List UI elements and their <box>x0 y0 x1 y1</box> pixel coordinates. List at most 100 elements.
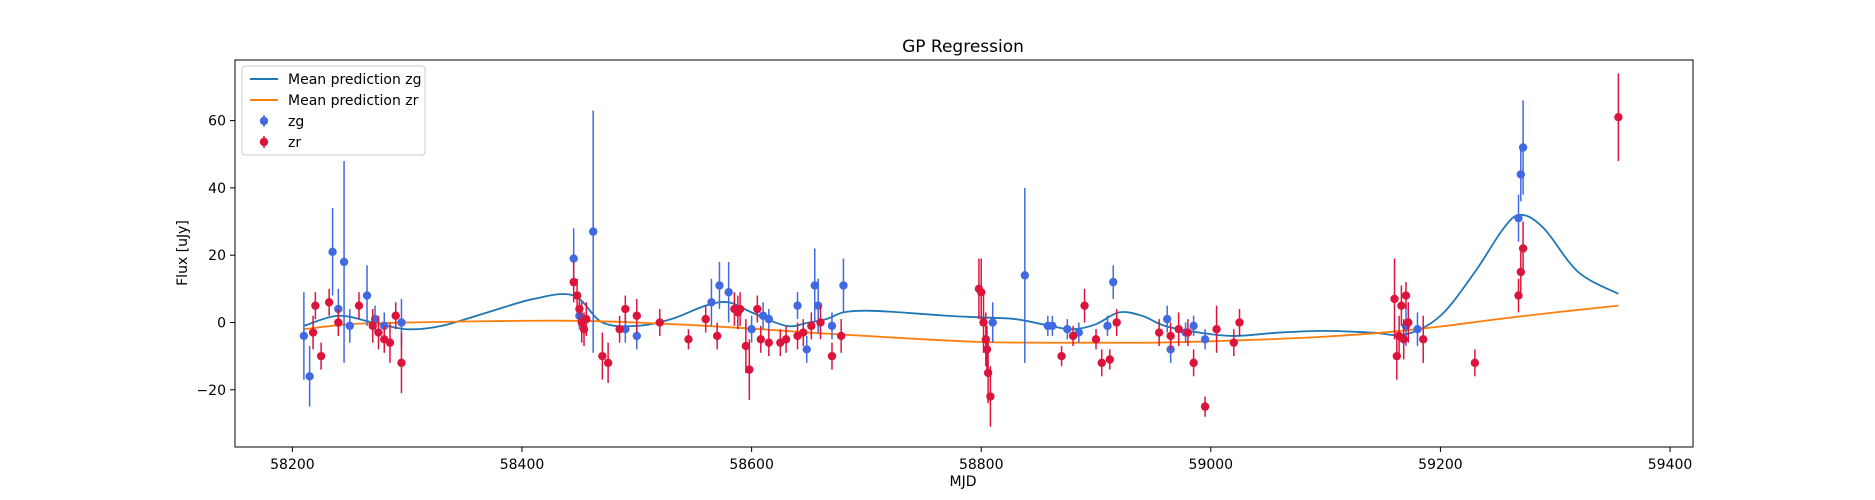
marker <box>735 304 745 314</box>
data-point-zr <box>311 292 320 320</box>
y-tick-label: 40 <box>208 181 226 197</box>
marker <box>397 358 406 368</box>
marker <box>1163 314 1172 324</box>
marker <box>988 318 997 327</box>
data-point-zr <box>1212 305 1221 353</box>
data-point-zg <box>345 309 355 343</box>
marker <box>1103 321 1112 331</box>
marker <box>1514 291 1523 300</box>
marker <box>308 328 318 337</box>
data-point-zr <box>1404 302 1413 343</box>
marker <box>1399 335 1408 344</box>
data-point-zg <box>747 315 756 343</box>
marker <box>807 321 816 331</box>
data-point-zg <box>1020 187 1030 363</box>
data-point-zg <box>1200 329 1210 350</box>
y-tick-label: 20 <box>208 248 226 264</box>
data-point-zr <box>836 319 846 353</box>
marker <box>655 318 664 327</box>
marker <box>1091 335 1101 344</box>
legend-marker <box>259 137 269 147</box>
data-point-zr <box>397 332 406 394</box>
marker <box>741 341 751 351</box>
marker <box>345 321 355 331</box>
data-point-zr <box>781 325 791 353</box>
data-point-zr <box>374 315 383 350</box>
x-tick-label: 59400 <box>1648 457 1693 473</box>
marker <box>1390 294 1399 304</box>
y-tick-label: 60 <box>208 114 226 130</box>
marker <box>1518 143 1528 152</box>
plot-area-frame <box>234 59 1694 448</box>
marker <box>621 304 630 314</box>
marker <box>1109 277 1118 287</box>
data-point-zg <box>1063 319 1072 340</box>
y-tick-label: −20 <box>196 383 226 399</box>
data-point-zr <box>1189 349 1198 377</box>
marker <box>374 328 383 337</box>
marker <box>1112 318 1121 327</box>
data-point-zr <box>1183 319 1193 347</box>
legend-label-zr: zr <box>288 135 301 151</box>
marker <box>684 335 693 344</box>
data-point-zr <box>615 315 624 343</box>
x-tick-label: 59200 <box>1418 457 1463 473</box>
data-point-zr <box>655 309 664 336</box>
data-point-zg <box>1189 315 1198 336</box>
legend-marker <box>259 116 269 126</box>
marker <box>1419 335 1428 344</box>
marker <box>802 345 811 354</box>
data-point-zr <box>764 329 774 357</box>
legend-swatch-zg <box>259 115 269 127</box>
data-point-zg <box>305 346 314 407</box>
marker <box>598 351 607 361</box>
data-point-zr <box>741 319 751 373</box>
data-point-zr <box>1112 309 1121 336</box>
marker <box>827 321 837 331</box>
data-point-zr <box>712 322 722 350</box>
data-point-zr <box>1174 312 1183 347</box>
marker <box>724 288 733 297</box>
data-point-zr <box>621 295 630 323</box>
data-point-zr <box>1080 288 1089 323</box>
marker <box>793 301 802 310</box>
marker <box>1518 244 1528 253</box>
data-point-zg <box>1048 315 1057 336</box>
legend-label-zg: zg <box>288 114 304 130</box>
marker <box>362 291 372 300</box>
data-point-zr <box>1235 309 1244 336</box>
data-point-zr <box>1200 396 1210 417</box>
marker <box>715 281 724 290</box>
data-point-zr <box>701 305 710 333</box>
marker <box>799 328 808 337</box>
data-point-zr <box>753 295 762 323</box>
data-point-zg <box>724 261 733 323</box>
series-line-mean-prediction-zr <box>303 304 1619 344</box>
data-point-zr <box>827 342 837 370</box>
data-point-zg <box>1518 100 1528 195</box>
data-point-zr <box>816 305 825 340</box>
marker <box>311 301 320 310</box>
data-point-zr <box>1614 73 1623 161</box>
marker <box>1413 325 1422 334</box>
data-point-zr <box>735 292 745 326</box>
marker <box>1020 271 1030 280</box>
marker <box>397 318 406 327</box>
y-tick-label: 0 <box>217 315 226 331</box>
marker <box>324 298 334 307</box>
marker <box>299 331 309 341</box>
data-point-zr <box>799 319 808 347</box>
x-axis-ticks: 58200 58400 58600 58800 59000 59200 59400 <box>270 447 1692 473</box>
data-point-zg <box>299 292 309 380</box>
marker <box>747 325 756 334</box>
data-point-zr <box>1229 329 1238 357</box>
marker <box>745 365 754 374</box>
marker <box>1189 321 1198 331</box>
marker <box>1614 113 1623 122</box>
data-point-zr <box>603 342 613 384</box>
data-point-zr <box>385 322 395 363</box>
data-point-zr <box>354 292 364 320</box>
data-point-zr <box>391 302 400 330</box>
x-tick-label: 58600 <box>729 457 774 473</box>
